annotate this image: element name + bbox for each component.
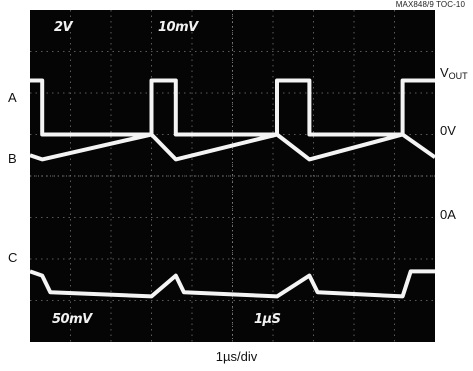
- trace-b: [30, 132, 435, 162]
- oscilloscope-screen: 2V 10mV 50mV 1µS: [30, 10, 435, 342]
- toc-id: MAX848/9 TOC-10: [395, 0, 465, 9]
- time-base-label: 1µs/div: [215, 349, 258, 364]
- trace-a: [30, 78, 435, 137]
- trace-label-c: C: [8, 250, 18, 265]
- scale-label-1us: 1µS: [254, 312, 281, 327]
- vout-label: VOUT: [440, 65, 468, 81]
- scope-plot: [30, 10, 435, 342]
- zero-amp-label: 0A: [440, 207, 456, 222]
- trace-label-b: B: [8, 151, 17, 166]
- zero-volt-label: 0V: [440, 123, 456, 138]
- scale-label-50mv: 50mV: [52, 312, 92, 327]
- scale-label-2v: 2V: [54, 20, 73, 35]
- vout-label-main: V: [440, 65, 449, 80]
- trace-label-a: A: [8, 90, 17, 105]
- vout-label-sub: OUT: [448, 71, 468, 81]
- scale-label-10mv: 10mV: [158, 20, 198, 35]
- trace-c: [30, 269, 435, 299]
